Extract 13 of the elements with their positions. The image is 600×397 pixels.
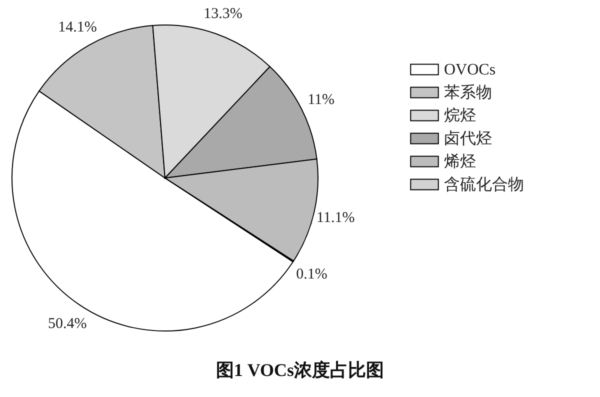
data-label: 0.1%	[296, 266, 328, 282]
data-label: 11.1%	[316, 210, 355, 226]
data-label: 50.4%	[48, 316, 87, 332]
legend-label: 烷烃	[444, 106, 476, 124]
data-label: 14.1%	[58, 19, 97, 36]
legend-label: 含硫化合物	[444, 176, 524, 194]
legend-label: 苯系物	[444, 84, 492, 102]
data-label: 13.3%	[204, 6, 242, 22]
text: 图1 VOCs浓度占比图	[216, 360, 384, 380]
legend-label: 卤代烃	[444, 130, 492, 148]
legend-label: 烯烃	[444, 152, 476, 170]
legend-label: OVOCs	[444, 62, 496, 78]
data-label: 11%	[308, 92, 335, 108]
